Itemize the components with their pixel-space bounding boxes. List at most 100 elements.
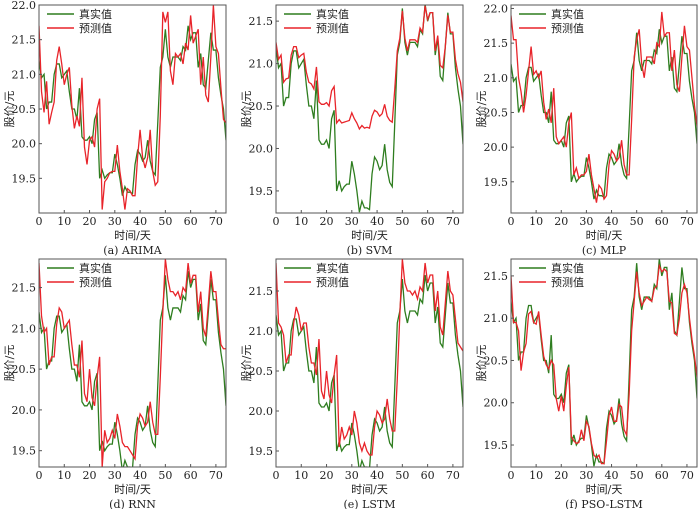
y-axis-label: 股价/元	[475, 345, 488, 382]
y-tick-label: 19.5	[484, 439, 509, 452]
legend-true-label: 真实值	[79, 261, 112, 275]
y-tick-label: 20.0	[12, 138, 37, 151]
y-axis-label: 股价/元	[3, 91, 16, 128]
x-tick-label: 50	[158, 215, 172, 228]
y-tick-label: 21.0	[12, 68, 37, 81]
legend-pred-label: 预测值	[79, 22, 112, 35]
x-tick-label: 10	[529, 215, 543, 228]
x-tick-label: 20	[554, 215, 568, 228]
subplot-5: 0 10 20 30 40 50 60 70 19.5 20.0 20.5 21.0 21.5 时间/天 股…	[240, 258, 464, 509]
x-tick-label: 50	[395, 469, 409, 482]
true-series-line	[276, 274, 463, 467]
y-tick-label: 20.5	[12, 363, 37, 376]
plot-frame	[38, 258, 227, 468]
y-tick-label: 20.5	[484, 354, 509, 367]
plot-frame	[510, 4, 698, 214]
y-tick-label: 20.0	[249, 142, 274, 155]
y-axis-label: 股价/元	[240, 91, 253, 128]
x-tick-label: 0	[273, 215, 280, 228]
y-tick-label: 21.5	[12, 282, 37, 295]
x-tick-label: 60	[184, 215, 198, 228]
x-axis-label: 时间/天	[586, 229, 623, 242]
x-tick-label: 40	[133, 215, 147, 228]
x-tick-label: 70	[209, 469, 223, 482]
x-tick-label: 10	[529, 469, 543, 482]
plot-frame	[275, 4, 464, 214]
legend-pred-label: 预测值	[79, 276, 112, 289]
y-tick-label: 21.5	[484, 270, 509, 283]
y-tick-label: 21.5	[249, 285, 274, 298]
plot-frame	[275, 258, 464, 468]
x-tick-label: 30	[345, 215, 359, 228]
legend-pred-label: 预测值	[316, 22, 349, 35]
x-tick-label: 70	[209, 215, 223, 228]
x-tick-label: 0	[508, 215, 515, 228]
x-tick-label: 10	[57, 215, 71, 228]
true-series-line	[39, 25, 226, 196]
x-tick-label: 30	[108, 469, 122, 482]
pred-series-line	[39, 259, 226, 467]
legend-true-label: 真实值	[316, 7, 349, 21]
x-tick-label: 30	[579, 469, 593, 482]
legend-pred-label: 预测值	[551, 22, 584, 35]
y-tick-label: 21.5	[249, 15, 274, 28]
legend-true-label: 真实值	[551, 7, 584, 21]
y-tick-label: 21.0	[249, 58, 274, 71]
x-tick-label: 10	[57, 469, 71, 482]
x-axis-label: 时间/天	[351, 483, 388, 496]
y-tick-label: 19.5	[12, 172, 37, 185]
y-tick-label: 19.5	[249, 185, 274, 198]
x-tick-label: 20	[320, 215, 334, 228]
y-tick-label: 21.5	[12, 34, 37, 47]
y-tick-label: 22.0	[12, 0, 37, 12]
y-axis-label: 股价/元	[3, 345, 16, 382]
subplot-caption: (a) ARIMA	[103, 244, 162, 257]
x-tick-label: 50	[158, 469, 172, 482]
x-tick-label: 70	[680, 215, 694, 228]
x-tick-label: 40	[370, 215, 384, 228]
y-tick-label: 19.5	[249, 445, 274, 458]
pred-series-line	[276, 259, 463, 456]
x-tick-label: 10	[294, 469, 308, 482]
x-tick-label: 20	[83, 469, 97, 482]
y-tick-label: 20.0	[249, 405, 274, 418]
x-tick-label: 50	[395, 215, 409, 228]
x-tick-label: 40	[605, 469, 619, 482]
subplot-caption: (d) RNN	[109, 498, 156, 509]
legend-true-label: 真实值	[551, 261, 584, 275]
y-tick-label: 20.0	[12, 404, 37, 417]
x-tick-label: 30	[108, 215, 122, 228]
x-tick-label: 40	[370, 469, 384, 482]
pred-series-line	[276, 5, 463, 131]
x-tick-label: 50	[630, 469, 644, 482]
y-tick-label: 20.5	[484, 106, 509, 119]
y-tick-label: 20.0	[484, 397, 509, 410]
y-tick-label: 21.0	[12, 322, 37, 335]
x-tick-label: 60	[655, 215, 669, 228]
legend-pred-label: 预测值	[551, 276, 584, 289]
subplot-caption: (e) LSTM	[343, 498, 395, 509]
pred-series-line	[511, 263, 697, 465]
y-tick-label: 20.5	[12, 103, 37, 116]
subplot-4: 0 10 20 30 40 50 60 70 19.5 20.0 20.5 21.0 21.5 时间/天 股…	[3, 258, 227, 509]
y-tick-label: 20.5	[249, 100, 274, 113]
x-tick-label: 70	[680, 469, 694, 482]
legend-true-label: 真实值	[79, 7, 112, 21]
true-series-line	[511, 259, 697, 467]
y-tick-label: 19.5	[484, 176, 509, 189]
y-axis-label: 股价/元	[240, 345, 253, 382]
x-tick-label: 60	[184, 469, 198, 482]
x-tick-label: 40	[133, 469, 147, 482]
y-tick-label: 21.0	[249, 325, 274, 338]
x-tick-label: 0	[508, 469, 515, 482]
legend-pred-label: 预测值	[316, 276, 349, 289]
true-series-line	[511, 29, 697, 200]
y-tick-label: 21.5	[484, 37, 509, 50]
x-axis-label: 时间/天	[586, 483, 623, 496]
x-axis-label: 时间/天	[114, 229, 151, 242]
y-tick-label: 20.0	[484, 141, 509, 154]
subplot-6: 0 10 20 30 40 50 60 70 19.5 20.0 20.5 21.0 21.5 时间/天 股…	[475, 258, 698, 509]
x-tick-label: 40	[605, 215, 619, 228]
x-tick-label: 30	[345, 469, 359, 482]
